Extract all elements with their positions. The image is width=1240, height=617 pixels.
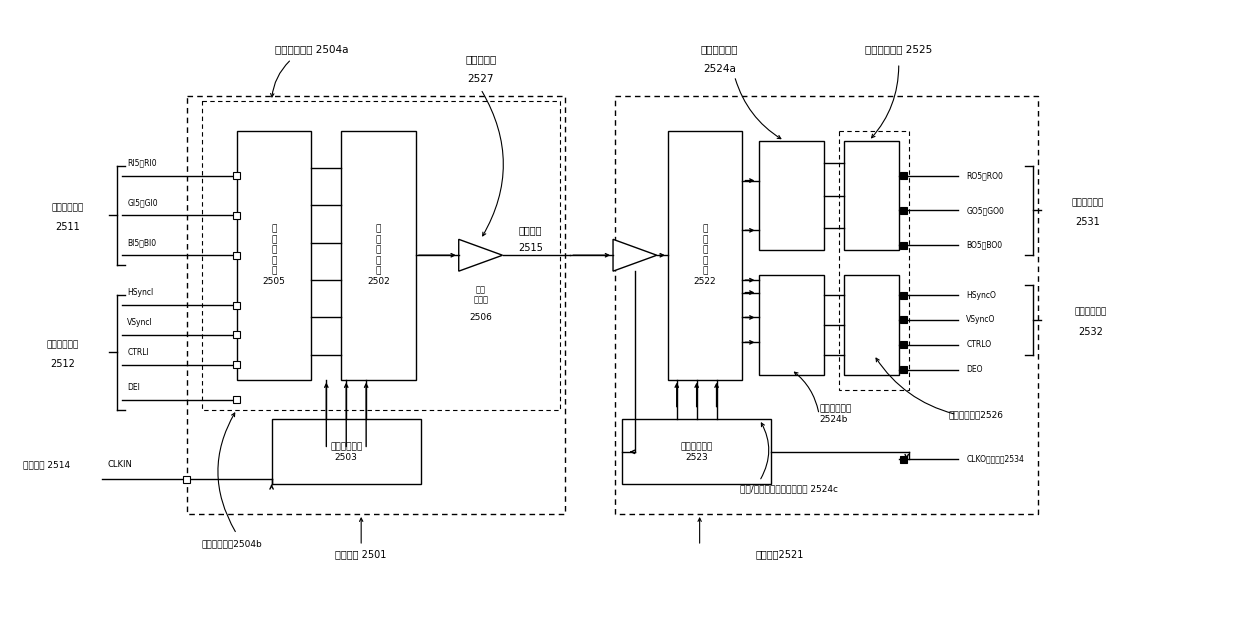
Bar xyxy=(839,131,909,389)
Text: CLKIN: CLKIN xyxy=(108,460,133,470)
Text: BO5～BO0: BO5～BO0 xyxy=(966,241,1003,250)
Text: 第１编码电路 2504a: 第１编码电路 2504a xyxy=(274,44,348,54)
Bar xyxy=(202,101,560,410)
Bar xyxy=(622,420,771,484)
Bar xyxy=(233,212,241,219)
Text: 相位同步電路
2503: 相位同步電路 2503 xyxy=(330,442,362,462)
Text: 並
並
化
電
路
2505: 並 並 化 電 路 2505 xyxy=(263,225,285,286)
Bar xyxy=(844,275,899,375)
Text: 发送单元 2501: 发送单元 2501 xyxy=(336,549,387,559)
Text: 時鐘抽出電路
2523: 時鐘抽出電路 2523 xyxy=(681,442,713,462)
Bar xyxy=(759,141,825,251)
Text: 第２输入信息: 第２输入信息 xyxy=(46,340,78,349)
Text: 第２编码电路2504b: 第２编码电路2504b xyxy=(201,539,262,549)
Text: 第１解码电路: 第１解码电路 xyxy=(701,44,738,54)
Polygon shape xyxy=(459,239,502,271)
Bar xyxy=(233,362,241,368)
Text: CTRLO: CTRLO xyxy=(966,341,992,349)
Bar xyxy=(900,172,908,179)
Bar xyxy=(900,366,908,373)
Bar xyxy=(233,252,241,259)
Text: GO5～GO0: GO5～GO0 xyxy=(966,206,1004,215)
Text: 输出
缓冲器: 输出 缓冲器 xyxy=(474,285,489,305)
Text: VSyncI: VSyncI xyxy=(128,318,153,327)
Text: RI5～RI0: RI5～RI0 xyxy=(128,159,156,168)
Bar xyxy=(233,172,241,179)
Text: 2527: 2527 xyxy=(467,74,494,84)
Text: DEO: DEO xyxy=(966,365,983,375)
Bar xyxy=(187,96,565,514)
Bar xyxy=(900,317,908,323)
Text: CTRLI: CTRLI xyxy=(128,348,149,357)
Bar xyxy=(615,96,1038,514)
Text: 串行数据: 串行数据 xyxy=(518,225,542,235)
Text: 第２解码电路
2524b: 第２解码电路 2524b xyxy=(820,405,852,424)
Bar xyxy=(900,341,908,349)
Text: HSyncO: HSyncO xyxy=(966,291,996,300)
Bar xyxy=(233,331,241,338)
Bar xyxy=(759,275,825,375)
Bar xyxy=(900,242,908,249)
Bar xyxy=(900,207,908,214)
Text: 2515: 2515 xyxy=(518,243,543,253)
Bar xyxy=(272,420,420,484)
Text: 输入缓冲器: 输入缓冲器 xyxy=(465,54,496,64)
Text: HSyncI: HSyncI xyxy=(128,288,154,297)
Text: 第１输出信息: 第１输出信息 xyxy=(1071,198,1104,207)
Bar xyxy=(237,131,311,379)
Text: 2532: 2532 xyxy=(1079,327,1104,337)
Text: 2524a: 2524a xyxy=(703,64,737,74)
Bar xyxy=(341,131,415,379)
Bar xyxy=(900,456,908,463)
Text: 2512: 2512 xyxy=(50,359,74,369)
Text: 第１/第２解码电路判别电路 2524c: 第１/第２解码电路判别电路 2524c xyxy=(740,485,838,494)
Text: 接收单元2521: 接收单元2521 xyxy=(755,549,804,559)
Text: 第１输入信息: 第１输入信息 xyxy=(51,203,83,212)
Bar xyxy=(184,476,191,482)
Polygon shape xyxy=(613,239,657,271)
Text: CLKO输出时钟2534: CLKO输出时钟2534 xyxy=(966,455,1024,464)
Text: 第２开关电路2526: 第２开关电路2526 xyxy=(949,410,1003,419)
Bar xyxy=(233,302,241,308)
Text: 2531: 2531 xyxy=(1075,217,1100,228)
Text: 並
行
化
電
路
2502: 並 行 化 電 路 2502 xyxy=(367,225,389,286)
Text: 第１开关电路 2525: 第１开关电路 2525 xyxy=(866,44,932,54)
Text: GI5～GI0: GI5～GI0 xyxy=(128,199,157,207)
Text: 第２输出信息: 第２输出信息 xyxy=(1075,307,1107,317)
Text: 2511: 2511 xyxy=(55,222,79,233)
Text: 2506: 2506 xyxy=(469,313,492,323)
Bar xyxy=(233,396,241,403)
Text: 输入时钟 2514: 输入时钟 2514 xyxy=(22,460,69,470)
Text: 並
行
化
電
路
2522: 並 行 化 電 路 2522 xyxy=(694,225,717,286)
Bar xyxy=(844,141,899,251)
Text: RO5～RO0: RO5～RO0 xyxy=(966,171,1003,180)
Text: VSyncO: VSyncO xyxy=(966,315,996,325)
Text: BI5～BI0: BI5～BI0 xyxy=(128,238,156,247)
Bar xyxy=(668,131,743,379)
Text: DEI: DEI xyxy=(128,383,140,392)
Bar xyxy=(900,292,908,299)
